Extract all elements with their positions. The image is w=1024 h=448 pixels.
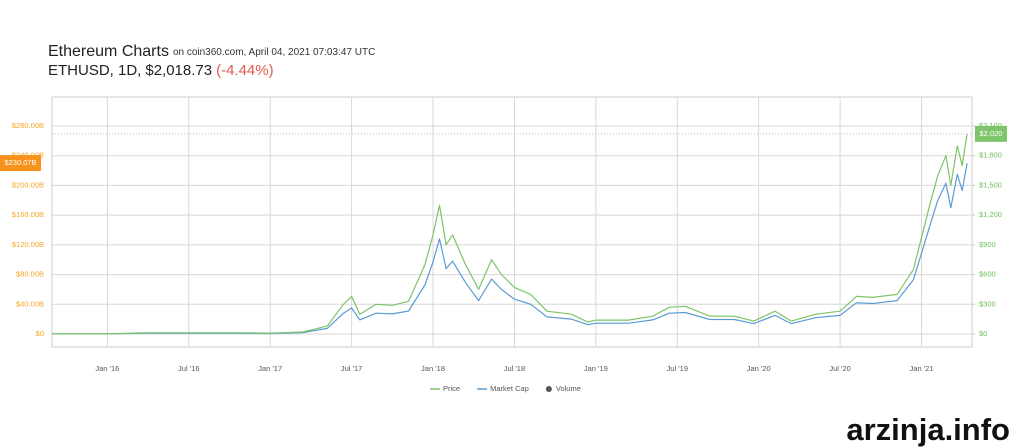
- legend-swatch: [545, 386, 552, 392]
- x-tick-label: Jan '16: [95, 364, 119, 373]
- y2-tick-label: $600: [979, 270, 996, 279]
- x-tick-label: Jul '20: [829, 364, 850, 373]
- plot-frame: [51, 96, 973, 348]
- x-tick-label: Jul '19: [667, 364, 688, 373]
- y2-tick-label: $0: [979, 329, 987, 338]
- x-tick-label: Jan '18: [421, 364, 445, 373]
- y2-tick-label: $2,100: [979, 121, 1002, 130]
- last-label: $230.07B: [4, 158, 36, 167]
- grid: [52, 97, 972, 347]
- y2-tick-label: $300: [979, 299, 996, 308]
- pair: ETHUSD, 1D,: [48, 62, 141, 79]
- price-line: ETHUSD, 1D, $2,018.73 (-4.44%): [48, 62, 274, 79]
- legend-label: Volume: [556, 384, 581, 393]
- x-tick-label: Jan '20: [747, 364, 771, 373]
- change: (-4.44%): [216, 62, 274, 79]
- y2-tick-label: $900: [979, 240, 996, 249]
- price: $2,018.73: [145, 62, 212, 79]
- y-tick-label: $280.00B: [12, 121, 44, 130]
- legend-label: Market Cap: [490, 384, 529, 393]
- y2-tick-label: $1,800: [979, 151, 1002, 160]
- series-line: [52, 133, 968, 335]
- chart-title: Ethereum Charts on coin360.com, April 04,…: [48, 43, 375, 60]
- watermark: arzinja.info: [846, 412, 1010, 447]
- x-tick-label: Jan '21: [910, 364, 934, 373]
- last-badge: [0, 155, 41, 172]
- y-tick-label: $80.00B: [16, 270, 44, 279]
- y-tick-label: $40.00B: [16, 299, 44, 308]
- legend-label: Price: [443, 384, 460, 393]
- y-tick-label: $160.00B: [12, 210, 44, 219]
- y-tick-label: $200.00B: [12, 180, 44, 189]
- x-tick-label: Jul '18: [504, 364, 525, 373]
- y-tick-label: $120.00B: [12, 240, 44, 249]
- x-tick-label: Jan '17: [258, 364, 282, 373]
- x-tick-label: Jan '19: [584, 364, 608, 373]
- y-tick-label: $0: [36, 329, 44, 338]
- title: Ethereum Charts: [48, 43, 169, 60]
- last-label: $2,020: [980, 129, 1003, 138]
- x-tick-label: Jul '17: [341, 364, 362, 373]
- subtitle: on coin360.com, April 04, 2021 07:03:47 …: [173, 47, 375, 58]
- y2-tick-label: $1,500: [979, 180, 1002, 189]
- last-badge: [975, 125, 1007, 142]
- series-line: [52, 162, 968, 335]
- x-tick-label: Jul '16: [178, 364, 199, 373]
- y2-tick-label: $1,200: [979, 210, 1002, 219]
